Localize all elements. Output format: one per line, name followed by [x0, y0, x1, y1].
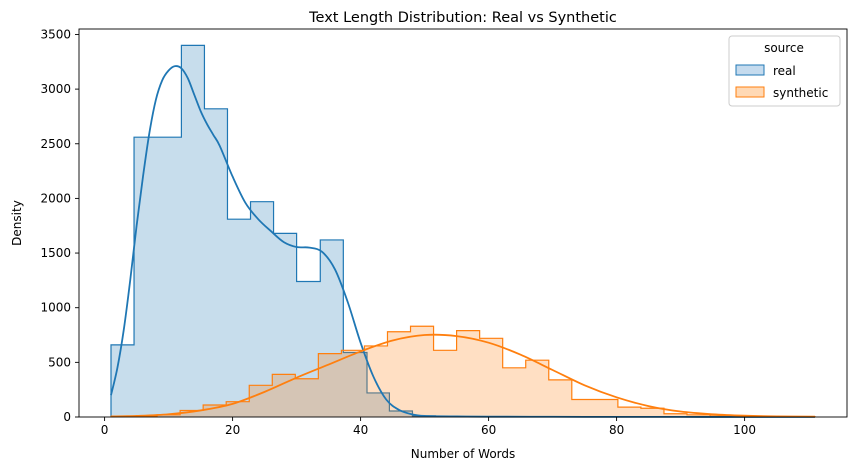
chart-title: Text Length Distribution: Real vs Synthe…: [308, 10, 617, 26]
x-tick-label-80: 80: [609, 423, 624, 437]
histogram-bars: [110, 44, 816, 418]
y-tick-label-2000: 2000: [40, 191, 71, 205]
step-fill-synthetic: [111, 326, 815, 417]
legend-title: source: [764, 41, 804, 55]
y-tick-label-500: 500: [48, 355, 71, 369]
x-tick-label-100: 100: [733, 423, 756, 437]
x-axis: 0 20 40 60 80 100: [101, 417, 756, 437]
kde-line-real: [110, 65, 816, 418]
y-tick-label-3000: 3000: [40, 82, 71, 96]
legend-swatch-real: [735, 64, 765, 76]
x-tick-label-0: 0: [101, 423, 109, 437]
y-tick-label-2500: 2500: [40, 137, 71, 151]
y-axis: 0 500 1000 1500 2000 2500 3000 3500: [40, 27, 79, 424]
y-tick-label-1500: 1500: [40, 246, 71, 260]
x-tick-label-60: 60: [481, 423, 496, 437]
y-tick-label-3500: 3500: [40, 27, 71, 41]
y-axis-label: Density: [10, 200, 24, 246]
legend: source real synthetic: [728, 35, 841, 107]
plot-area-frame: [78, 28, 848, 418]
y-tick-label-1000: 1000: [40, 301, 71, 315]
legend-entry-real: real: [773, 64, 796, 78]
y-tick-label-0: 0: [63, 410, 71, 424]
x-tick-label-20: 20: [225, 423, 240, 437]
x-axis-label: Number of Words: [411, 447, 516, 461]
legend-swatch-synthetic: [735, 86, 765, 98]
kde-curves: [110, 65, 816, 418]
x-tick-label-40: 40: [353, 423, 368, 437]
legend-entry-synthetic: synthetic: [773, 86, 828, 100]
kde-line-synthetic: [110, 333, 816, 418]
